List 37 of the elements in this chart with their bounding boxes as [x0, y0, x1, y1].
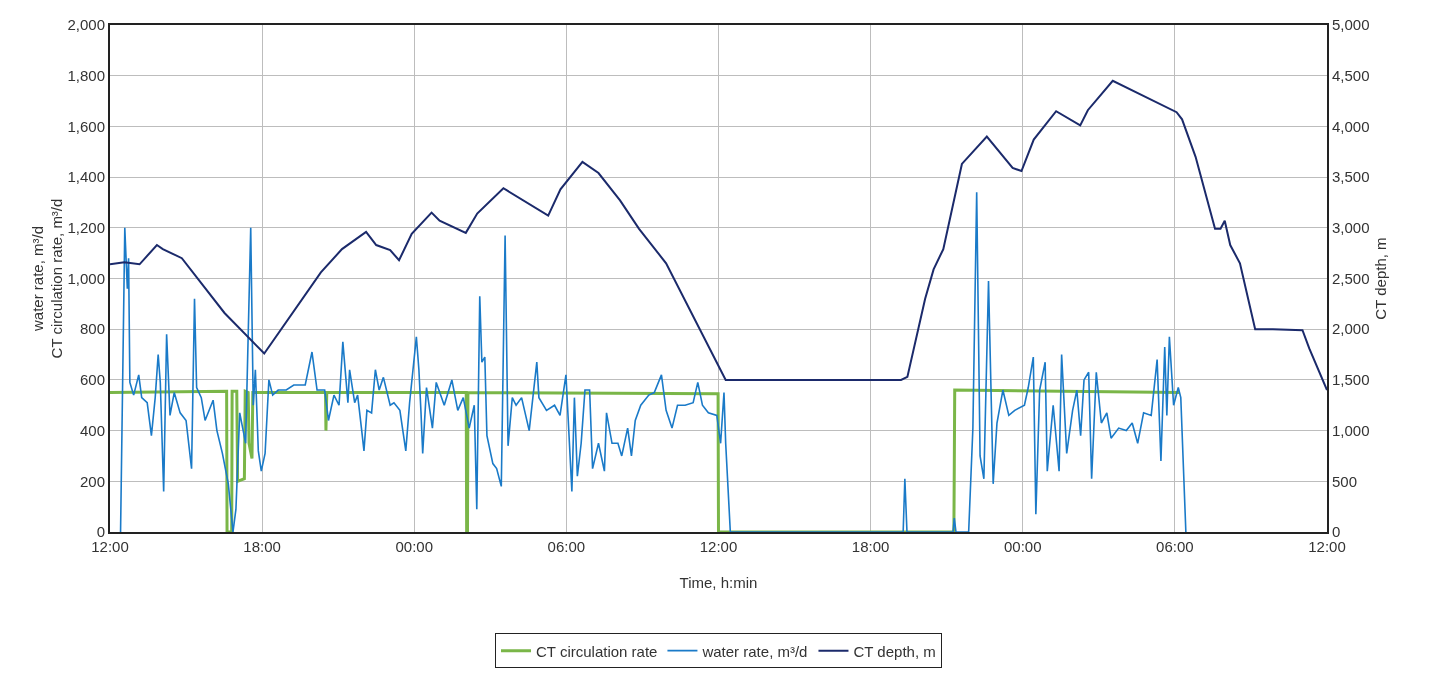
x-tick-label: 00:00 [1003, 538, 1042, 555]
y-tick-label: 1,400 [67, 168, 105, 186]
legend-label: CT depth, m [853, 642, 936, 660]
y2-tick-label: 0 [1332, 523, 1341, 541]
x-tick-label: 06:00 [547, 538, 586, 555]
y-tick-label: 600 [79, 371, 105, 389]
y-tick-label: 1,200 [67, 219, 105, 237]
y2-tick-label: 1,500 [1332, 371, 1370, 389]
y-tick-label: 200 [79, 472, 105, 490]
y2-tick-label: 2,000 [1332, 320, 1370, 338]
x-tick-label: 18:00 [851, 538, 890, 555]
x-axis-title: Time, h:min [679, 574, 758, 591]
legend-label: CT circulation rate [536, 642, 658, 660]
y-axis-title: water rate, m³/d CT circulation rate, m³/d [28, 198, 66, 359]
y2-tick-label: 3,500 [1332, 168, 1370, 186]
y2-tick-label: 3,000 [1332, 219, 1370, 237]
y2-tick-label: 4,500 [1332, 66, 1370, 84]
y2-tick-label: 2,500 [1332, 269, 1370, 287]
x-tick-label: 18:00 [243, 538, 281, 555]
y2-tick-label: 1,000 [1332, 421, 1370, 439]
y-tick-label: 0 [96, 523, 105, 541]
y-tick-label: 1,800 [67, 66, 105, 84]
y-tick-label: 400 [79, 421, 105, 439]
x-tick-label: 12:00 [699, 538, 738, 555]
x-tick-label: 00:00 [395, 538, 434, 555]
x-tick-label: 12:00 [91, 538, 129, 555]
y2-axis-title: CT depth, m [1371, 237, 1389, 320]
x-tick-label: 12:00 [1308, 538, 1346, 555]
x-tick-label: 06:00 [1156, 538, 1194, 555]
y-tick-label: 800 [79, 320, 105, 338]
y2-tick-label: 500 [1332, 472, 1358, 490]
y-tick-label: 2,000 [67, 16, 105, 34]
y2-tick-label: 5,000 [1332, 16, 1370, 34]
y-tick-label: 1,000 [67, 269, 105, 287]
y2-tick-label: 4,000 [1332, 117, 1370, 135]
y-tick-label: 1,600 [67, 117, 105, 135]
legend-label: water rate, m³/d [701, 642, 808, 660]
